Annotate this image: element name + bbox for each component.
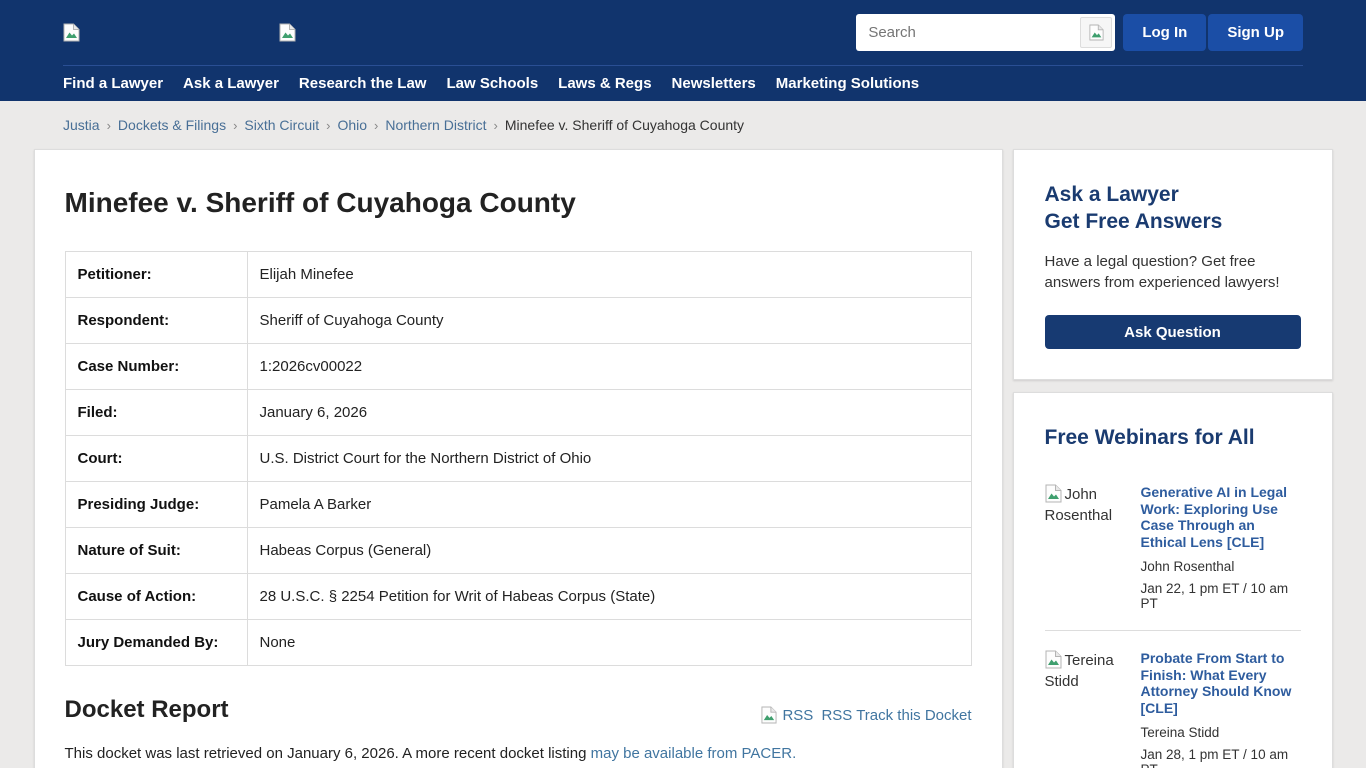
breadcrumb-justia[interactable]: Justia — [63, 117, 100, 133]
free-webinars-heading: Free Webinars for All — [1044, 426, 1255, 450]
field-label: Case Number: — [64, 343, 248, 390]
case-details-table: Petitioner: Elijah Minefee Respondent: S… — [64, 251, 972, 666]
search-broken-image-icon — [1089, 24, 1104, 41]
table-row: Nature of Suit: Habeas Corpus (General) — [64, 527, 972, 574]
field-label: Cause of Action: — [64, 573, 248, 620]
nav-find-a-lawyer[interactable]: Find a Lawyer — [63, 74, 164, 92]
nav-law-schools[interactable]: Law Schools — [446, 74, 539, 92]
free-webinars-card: Free Webinars for All John Rosenthal Gen… — [1012, 392, 1333, 768]
rss-track-docket-link[interactable]: RSS RSS Track this Docket — [761, 706, 972, 724]
breadcrumb-separator: › — [493, 118, 498, 133]
breadcrumb-separator: › — [374, 118, 379, 133]
table-row: Respondent: Sheriff of Cuyahoga County — [64, 297, 972, 344]
webinar-datetime: Jan 22, 1 pm ET / 10 am PT — [1140, 581, 1289, 612]
breadcrumb-ohio[interactable]: Ohio — [337, 117, 368, 133]
field-value: 1:2026cv00022 — [246, 343, 972, 390]
webinar-list: John Rosenthal Generative AI in Legal Wo… — [1044, 465, 1301, 768]
field-value: January 6, 2026 — [246, 389, 972, 436]
rss-broken-image-icon — [761, 706, 777, 724]
search-box — [856, 14, 1116, 51]
header-top-bar: Log In Sign Up — [63, 0, 1303, 66]
table-row: Petitioner: Elijah Minefee — [64, 251, 972, 298]
field-label: Nature of Suit: — [64, 527, 248, 574]
rss-link-label: RSS Track this Docket — [821, 706, 972, 724]
nav-laws-and-regs[interactable]: Laws & Regs — [558, 74, 652, 92]
field-value: Sheriff of Cuyahoga County — [246, 297, 972, 344]
webinar-info: Probate From Start to Finish: What Every… — [1141, 650, 1301, 768]
ask-heading-line1: Ask a Lawyer — [1044, 183, 1179, 206]
page-title: Minefee v. Sheriff of Cuyahoga County — [64, 187, 576, 218]
breadcrumb-separator: › — [233, 118, 238, 133]
dockets-logo-broken-image-icon[interactable] — [279, 23, 299, 42]
docket-retrieved-note: This docket was last retrieved on Januar… — [65, 743, 972, 765]
nav-ask-a-lawyer[interactable]: Ask a Lawyer — [183, 74, 279, 92]
breadcrumb-separator: › — [326, 118, 331, 133]
site-header: Log In Sign Up Find a Lawyer Ask a Lawye… — [0, 0, 1366, 101]
list-item: John Rosenthal Generative AI in Legal Wo… — [1045, 465, 1301, 630]
field-value: 28 U.S.C. § 2254 Petition for Writ of Ha… — [246, 573, 972, 620]
broken-image-icon — [1045, 484, 1061, 503]
list-item: Tereina Stidd Probate From Start to Fini… — [1044, 630, 1301, 768]
webinar-speaker-broken-image[interactable]: Tereina Stidd — [1045, 650, 1141, 768]
table-row: Jury Demanded By: None — [64, 619, 972, 666]
nav-research-the-law[interactable]: Research the Law — [298, 74, 427, 92]
webinar-info: Generative AI in Legal Work: Exploring U… — [1141, 484, 1301, 611]
breadcrumb-sixth-circuit[interactable]: Sixth Circuit — [244, 117, 320, 133]
sign-up-button[interactable]: Sign Up — [1208, 14, 1303, 51]
ask-a-lawyer-card: Ask a Lawyer Get Free Answers Have a lega… — [1012, 149, 1333, 381]
docket-report-heading: Docket Report — [64, 696, 229, 723]
ask-a-lawyer-description: Have a legal question? Get free answers … — [1044, 252, 1280, 292]
ask-question-button[interactable]: Ask Question — [1044, 315, 1301, 350]
ask-a-lawyer-heading: Ask a Lawyer Get Free Answers — [1045, 181, 1301, 236]
field-label: Presiding Judge: — [64, 481, 248, 528]
field-value: Elijah Minefee — [246, 251, 972, 298]
field-label: Jury Demanded By: — [64, 619, 248, 666]
webinar-image-alt-text: Tereina Stidd — [1044, 652, 1114, 691]
webinar-speaker-broken-image[interactable]: John Rosenthal — [1045, 484, 1141, 611]
justia-logo-broken-image-icon[interactable] — [63, 23, 83, 42]
breadcrumb-current-page: Minefee v. Sheriff of Cuyahoga County — [504, 117, 745, 133]
docket-retrieved-text: This docket was last retrieved on Januar… — [64, 745, 591, 762]
breadcrumb: Justia › Dockets & Filings › Sixth Circuit › O… — [63, 101, 1303, 149]
table-row: Filed: January 6, 2026 — [64, 389, 972, 436]
table-row: Court: U.S. District Court for the North… — [64, 435, 972, 482]
field-label: Respondent: — [64, 297, 248, 344]
field-value: None — [246, 619, 972, 666]
sidebar: Ask a Lawyer Get Free Answers Have a lega… — [1012, 149, 1333, 768]
ask-heading-line2: Get Free Answers — [1044, 210, 1223, 234]
rss-image-alt-text: RSS — [782, 706, 814, 724]
case-content-card: Minefee v. Sheriff of Cuyahoga County Pe… — [33, 149, 1003, 768]
broken-image-icon — [63, 23, 80, 42]
field-label: Court: — [64, 435, 248, 482]
webinar-speaker-name: John Rosenthal — [1140, 559, 1235, 575]
field-value: Pamela A Barker — [246, 481, 972, 528]
nav-marketing-solutions[interactable]: Marketing Solutions — [775, 74, 920, 92]
search-input[interactable] — [856, 14, 1081, 51]
breadcrumb-northern-district[interactable]: Northern District — [385, 117, 487, 133]
main-nav: Find a Lawyer Ask a Lawyer Research the … — [63, 66, 1303, 100]
field-label: Filed: — [64, 389, 248, 436]
table-row: Presiding Judge: Pamela A Barker — [64, 481, 972, 528]
pacer-link[interactable]: may be available from PACER. — [590, 745, 797, 762]
breadcrumb-dockets-filings[interactable]: Dockets & Filings — [117, 117, 227, 133]
nav-newsletters[interactable]: Newsletters — [671, 74, 756, 92]
log-in-button[interactable]: Log In — [1123, 14, 1207, 51]
table-row: Case Number: 1:2026cv00022 — [64, 343, 972, 390]
search-button[interactable] — [1080, 17, 1113, 48]
webinar-speaker-name: Tereina Stidd — [1140, 725, 1220, 741]
field-value: Habeas Corpus (General) — [246, 527, 972, 574]
field-label: Petitioner: — [64, 251, 248, 298]
broken-image-icon — [279, 23, 296, 42]
broken-image-icon — [1045, 650, 1061, 669]
webinar-title-link[interactable]: Generative AI in Legal Work: Exploring U… — [1140, 484, 1288, 550]
field-value: U.S. District Court for the Northern Dis… — [246, 435, 972, 482]
webinar-datetime: Jan 28, 1 pm ET / 10 am PT — [1140, 747, 1289, 768]
webinar-title-link[interactable]: Probate From Start to Finish: What Every… — [1140, 650, 1292, 716]
breadcrumb-separator: › — [106, 118, 111, 133]
table-row: Cause of Action: 28 U.S.C. § 2254 Petiti… — [64, 573, 972, 620]
webinar-image-alt-text: John Rosenthal — [1044, 486, 1113, 525]
